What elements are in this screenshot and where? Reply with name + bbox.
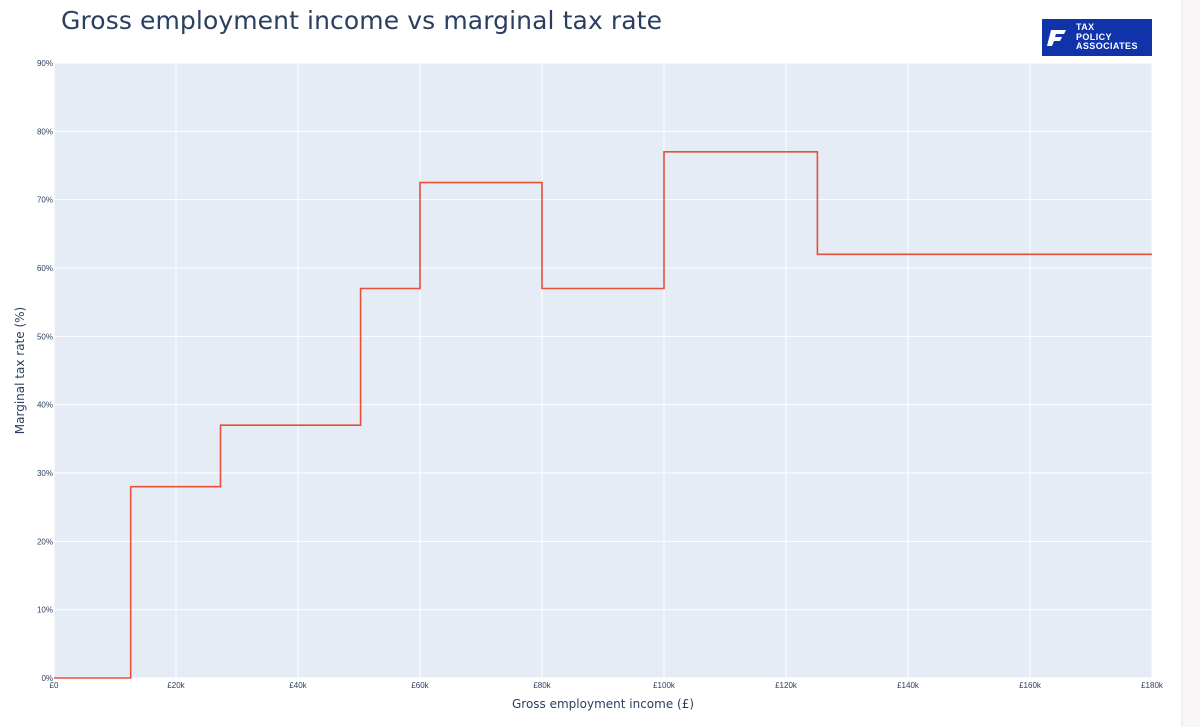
series-layer — [54, 151, 1152, 679]
y-tick-label: 40% — [37, 401, 53, 410]
y-axis-ticks: 0% 10% 20% 30% 40% 50% 60% 70% 80% 90% — [37, 59, 53, 683]
x-tick-label: £140k — [897, 681, 920, 690]
x-tick-label: £120k — [775, 681, 798, 690]
x-tick-label: £0 — [50, 681, 59, 690]
logo-text-line: ASSOCIATES — [1076, 41, 1138, 52]
logo-mark-icon — [1047, 30, 1066, 46]
y-tick-label: 60% — [37, 264, 53, 273]
tax-policy-associates-logo[interactable]: TAX POLICY ASSOCIATES — [1042, 19, 1152, 56]
y-tick-label: 70% — [37, 196, 53, 205]
y-tick-label: 10% — [37, 606, 53, 615]
x-tick-label: £180k — [1141, 681, 1164, 690]
y-axis-title: Marginal tax rate (%) — [13, 307, 27, 434]
logo-text-line: POLICY — [1076, 31, 1112, 42]
logo-text-line: TAX — [1076, 22, 1095, 33]
logo-text: TAX POLICY ASSOCIATES — [1076, 23, 1138, 52]
x-tick-label: £100k — [653, 681, 676, 690]
y-tick-label: 80% — [37, 127, 53, 136]
marginal-rate-series-line — [54, 151, 1152, 679]
y-tick-label: 0% — [41, 674, 53, 683]
x-tick-label: £40k — [289, 681, 307, 690]
x-axis-title: Gross employment income (£) — [512, 697, 694, 711]
x-axis-ticks: £0 £20k £40k £60k £80k £100k £120k £140k £160k £1… — [50, 681, 1164, 690]
y-tick-label: 20% — [37, 537, 53, 546]
y-tick-label: 90% — [37, 59, 53, 68]
x-tick-label: £160k — [1019, 681, 1042, 690]
chart-title: Gross employment income vs marginal tax … — [61, 6, 663, 35]
y-tick-label: 50% — [37, 332, 53, 341]
plot-area — [54, 63, 1152, 678]
x-tick-label: £20k — [167, 681, 185, 690]
x-tick-label: £80k — [533, 681, 551, 690]
x-tick-label: £60k — [411, 681, 429, 690]
window-edge — [1181, 0, 1200, 727]
y-tick-label: 30% — [37, 469, 53, 478]
